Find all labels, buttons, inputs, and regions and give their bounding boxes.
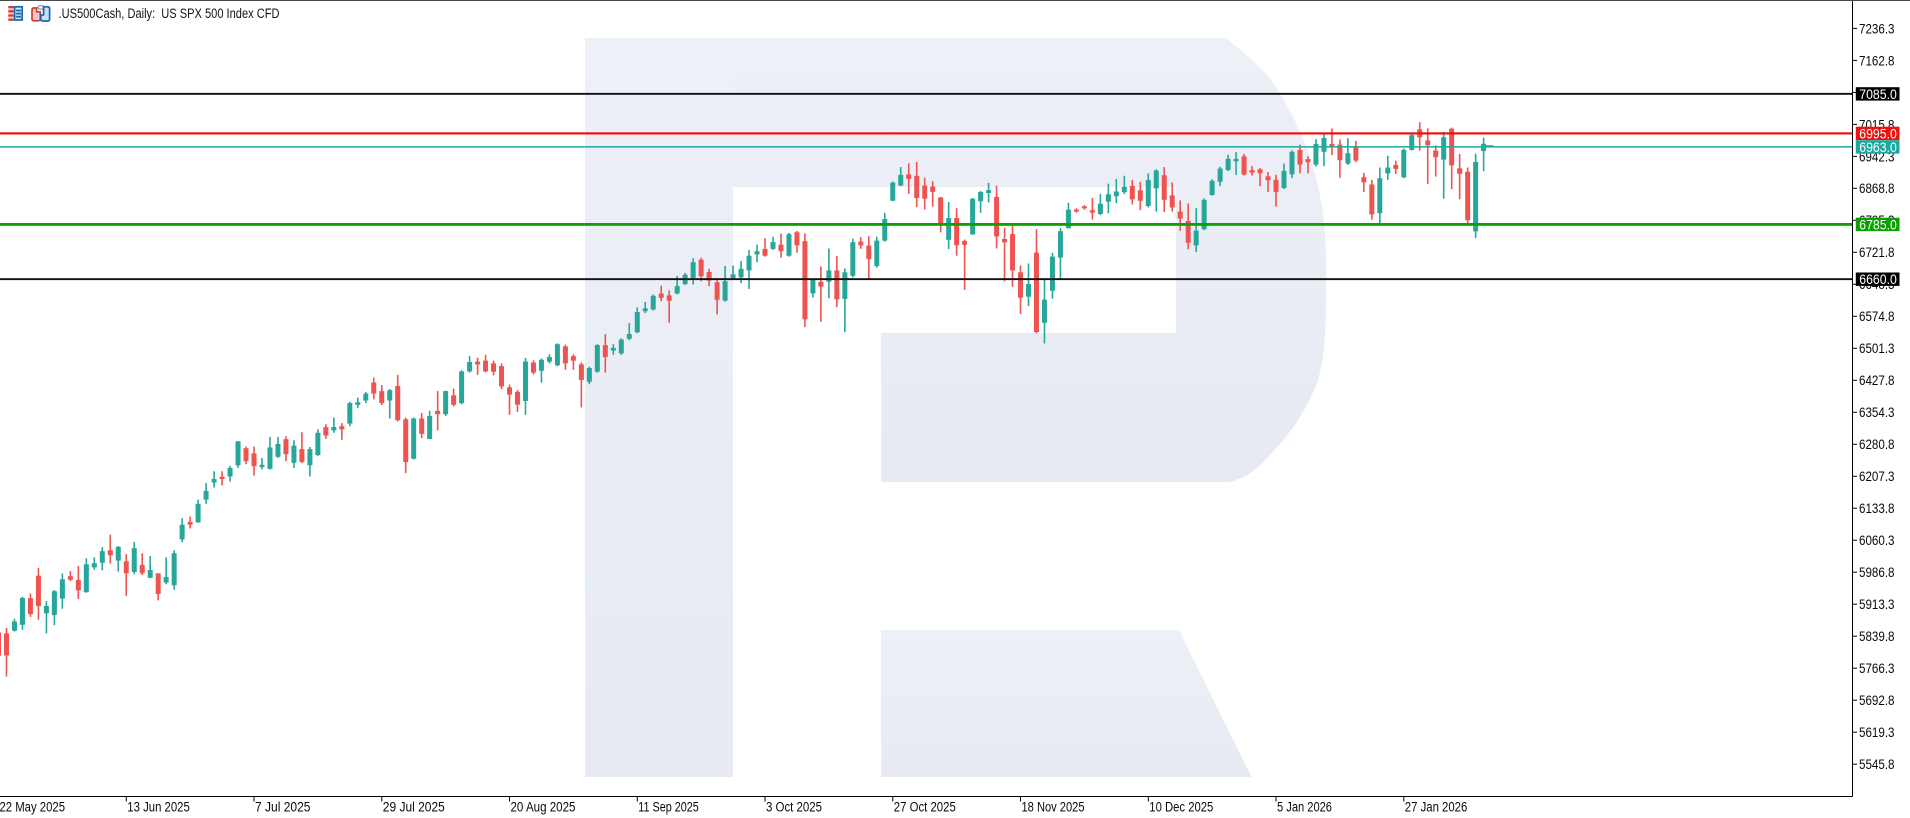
svg-text:27 Oct 2025: 27 Oct 2025 — [894, 799, 956, 814]
svg-text:6721.8: 6721.8 — [1859, 245, 1895, 260]
svg-text:7162.8: 7162.8 — [1859, 53, 1895, 68]
svg-text:6868.8: 6868.8 — [1859, 181, 1895, 196]
svg-text:20 Aug 2025: 20 Aug 2025 — [511, 799, 576, 814]
svg-text:22 May 2025: 22 May 2025 — [0, 799, 65, 814]
svg-text:6060.3: 6060.3 — [1859, 533, 1895, 548]
svg-text:6280.8: 6280.8 — [1859, 437, 1895, 452]
svg-text:3 Oct 2025: 3 Oct 2025 — [766, 799, 822, 814]
svg-text:7085.0: 7085.0 — [1859, 87, 1897, 102]
svg-text:5692.8: 5692.8 — [1859, 693, 1895, 708]
svg-text:7 Jul 2025: 7 Jul 2025 — [255, 799, 311, 814]
svg-text:5839.8: 5839.8 — [1859, 629, 1895, 644]
svg-text:6995.0: 6995.0 — [1859, 126, 1897, 141]
svg-text:5619.3: 5619.3 — [1859, 725, 1895, 740]
svg-text:10 Dec 2025: 10 Dec 2025 — [1149, 799, 1213, 814]
svg-text:6207.3: 6207.3 — [1859, 469, 1895, 484]
svg-text:5986.8: 5986.8 — [1859, 565, 1895, 580]
svg-text:7236.3: 7236.3 — [1859, 21, 1895, 36]
svg-text:13 Jun 2025: 13 Jun 2025 — [127, 799, 190, 814]
svg-text:5545.8: 5545.8 — [1859, 757, 1895, 772]
svg-text:6133.8: 6133.8 — [1859, 501, 1895, 516]
svg-text:5913.3: 5913.3 — [1859, 597, 1895, 612]
svg-text:11 Sep 2025: 11 Sep 2025 — [638, 799, 699, 814]
svg-text:6963.0: 6963.0 — [1859, 140, 1897, 155]
svg-text:6354.3: 6354.3 — [1859, 405, 1895, 420]
svg-text:29 Jul 2025: 29 Jul 2025 — [383, 799, 445, 814]
svg-text:6574.8: 6574.8 — [1859, 309, 1895, 324]
svg-text:5766.3: 5766.3 — [1859, 661, 1895, 676]
svg-text:6660.0: 6660.0 — [1859, 272, 1897, 287]
svg-text:27 Jan 2026: 27 Jan 2026 — [1405, 799, 1468, 814]
svg-text:6785.0: 6785.0 — [1859, 217, 1897, 232]
svg-text:.US500Cash, Daily: US SPX 500: .US500Cash, Daily: US SPX 500 Index CFD — [59, 6, 280, 21]
svg-text:6501.3: 6501.3 — [1859, 341, 1895, 356]
svg-text:5 Jan 2026: 5 Jan 2026 — [1277, 799, 1332, 814]
svg-text:18 Nov 2025: 18 Nov 2025 — [1022, 799, 1085, 814]
svg-text:6427.8: 6427.8 — [1859, 373, 1895, 388]
